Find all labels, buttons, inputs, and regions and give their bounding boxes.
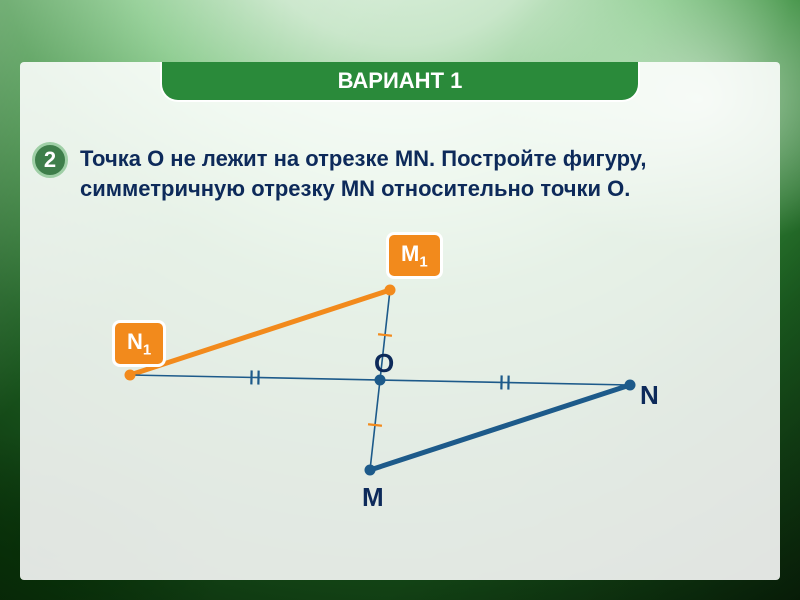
diagram-svg xyxy=(60,260,720,560)
point-label-M: М xyxy=(362,482,384,513)
title-bar: ВАРИАНТ 1 xyxy=(160,62,640,102)
point-label-N1: N1 xyxy=(112,320,166,367)
problem-number-badge: 2 xyxy=(32,142,68,178)
geometry-diagram: ОМNМ1N1 xyxy=(60,260,720,560)
point-label-M1: М1 xyxy=(386,232,443,279)
point-label-O: О xyxy=(374,348,394,379)
problem-text: Точка О не лежит на отрезке MN. Постройт… xyxy=(80,144,740,203)
title-text: ВАРИАНТ 1 xyxy=(338,68,463,94)
point-label-N: N xyxy=(640,380,659,411)
problem-number: 2 xyxy=(44,147,56,173)
